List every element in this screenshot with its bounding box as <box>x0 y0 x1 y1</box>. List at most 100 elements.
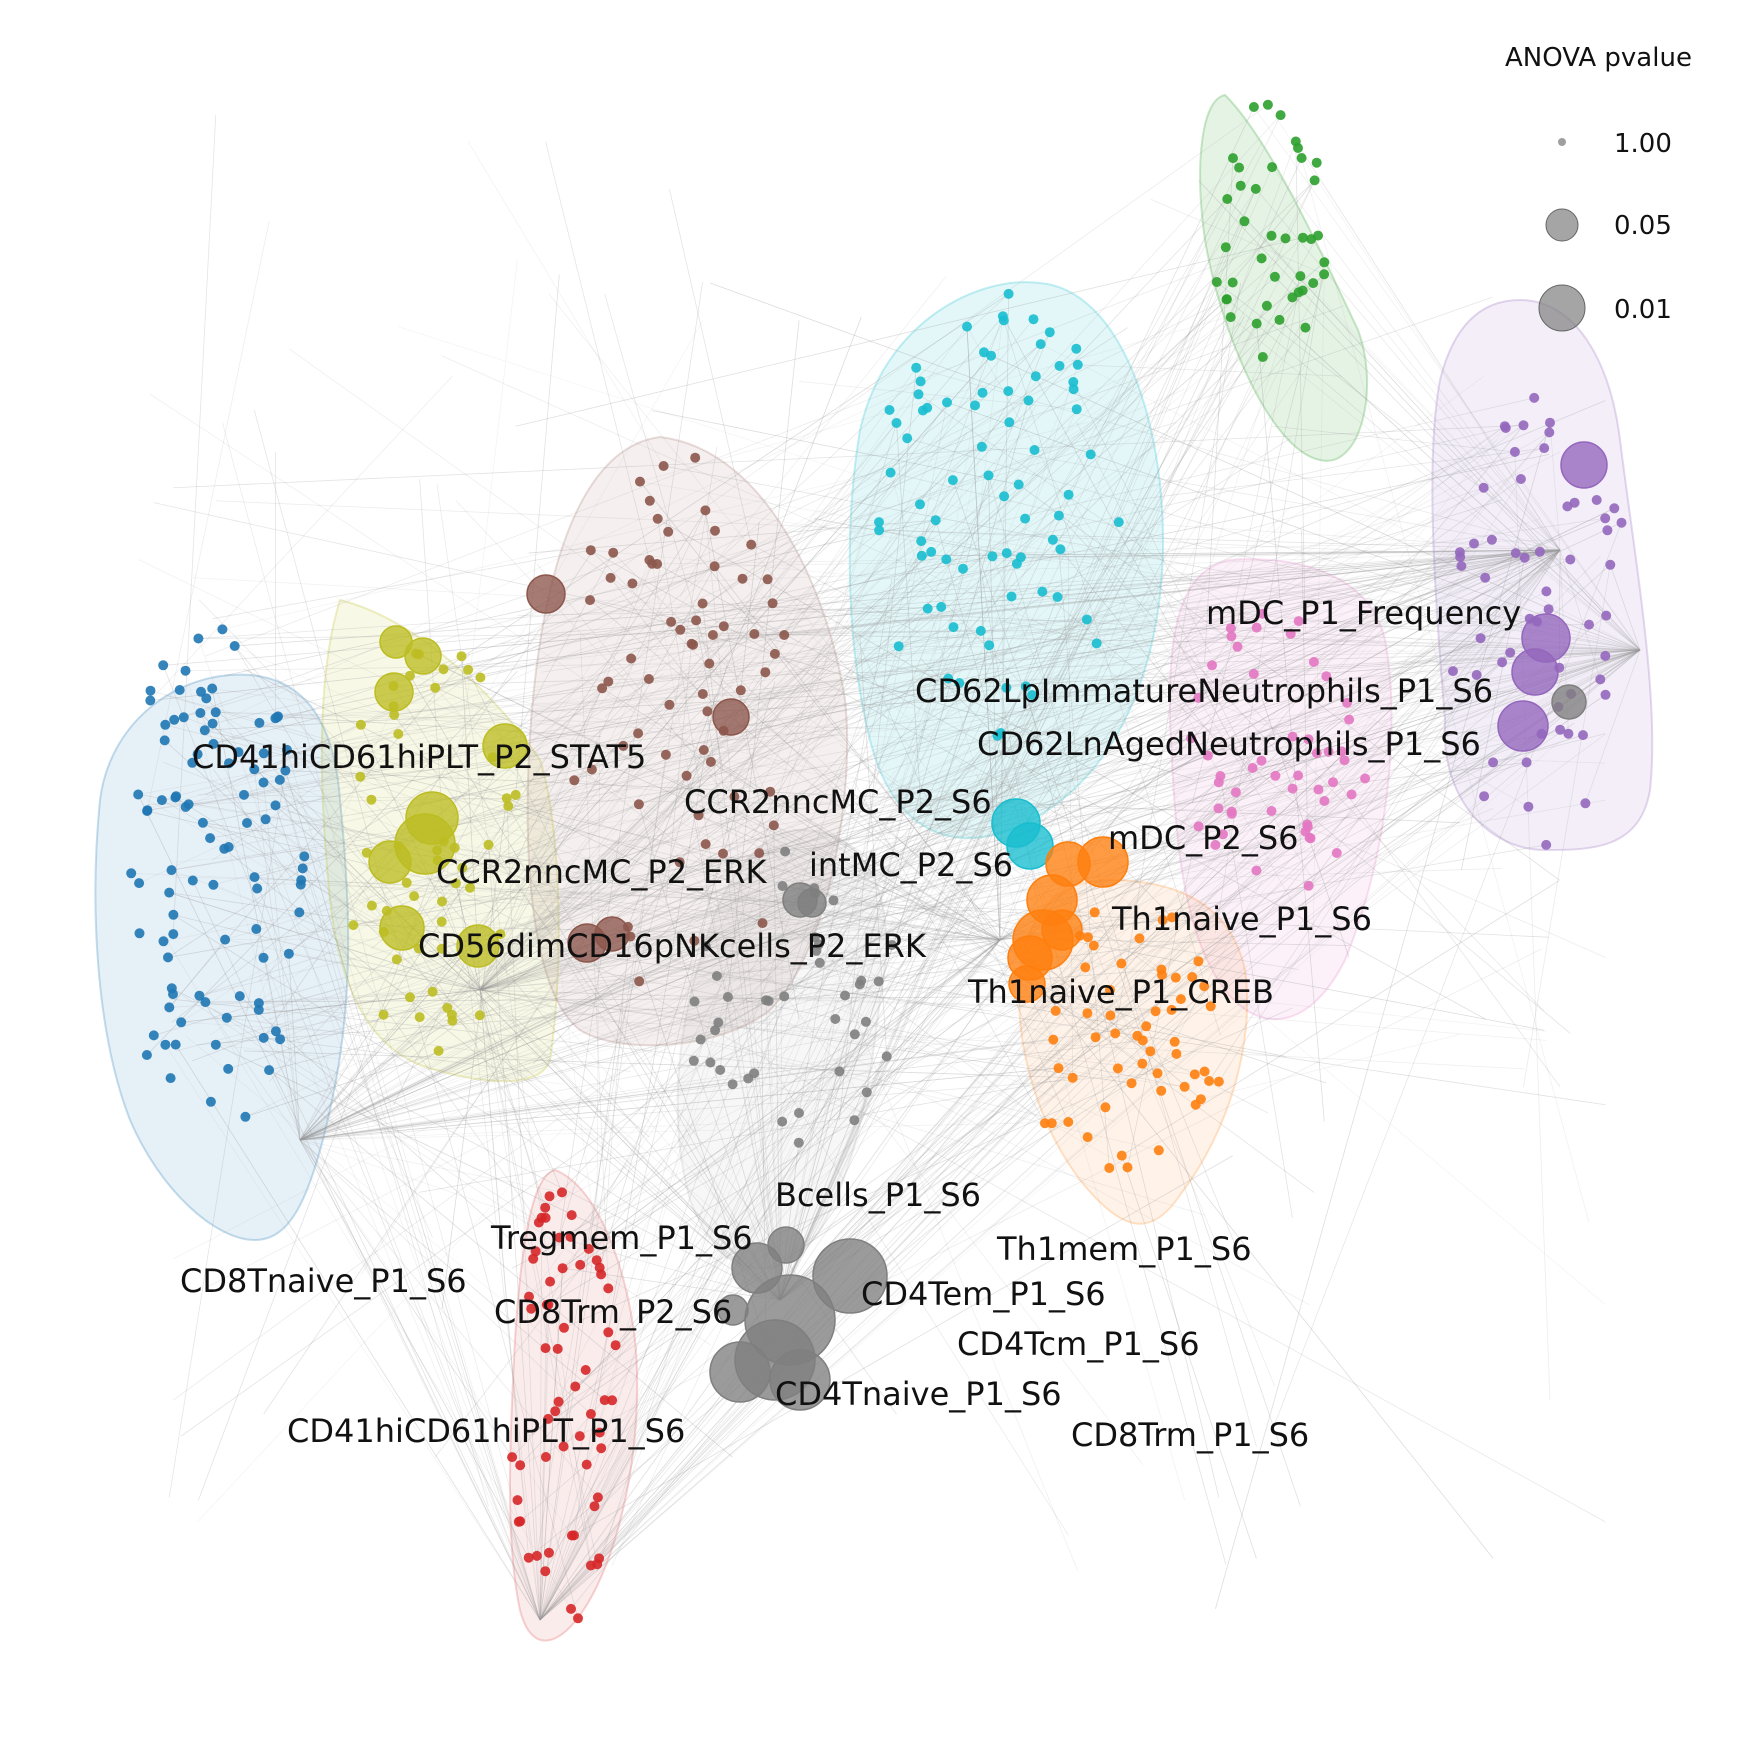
node-blue <box>211 707 221 717</box>
node-cyan <box>914 389 924 399</box>
node-pink <box>1267 806 1277 816</box>
label-cd62ln-aged-neutrophils: CD62LnAgedNeutrophils_P1_S6 <box>977 725 1481 763</box>
legend-label-1: 1.00 <box>1614 129 1672 159</box>
node-olive <box>434 1046 444 1056</box>
node-orange <box>1141 1021 1151 1031</box>
node-green <box>1234 163 1244 173</box>
node-blue <box>146 686 156 696</box>
node-blue <box>179 712 189 722</box>
node-cyan <box>885 405 895 415</box>
node-olive <box>437 897 447 907</box>
node-olive <box>379 1010 389 1020</box>
node-green <box>1267 162 1277 172</box>
node-green <box>1221 242 1231 252</box>
node-blue <box>157 795 167 805</box>
node-olive <box>405 992 415 1002</box>
node-purple <box>1602 525 1612 535</box>
node-brown <box>606 573 616 583</box>
node-blue <box>296 880 306 890</box>
node-gray <box>713 1018 723 1028</box>
node-olive <box>475 673 485 683</box>
node-orange <box>1113 1063 1123 1073</box>
node-green <box>1319 269 1329 279</box>
node-blue <box>195 708 205 718</box>
node-blue <box>142 805 152 815</box>
node-red <box>586 1561 596 1571</box>
node-brown <box>779 630 789 640</box>
node-pink <box>1303 822 1313 832</box>
node-orange <box>1063 1117 1073 1127</box>
node-green <box>1306 234 1316 244</box>
label-th1mem-p1-s6: Th1mem_P1_S6 <box>996 1230 1252 1268</box>
legend-label-3: 0.01 <box>1614 295 1672 325</box>
node-purple <box>1505 648 1515 658</box>
node-cyan <box>976 626 986 636</box>
node-green <box>1212 277 1222 287</box>
node-brown <box>698 599 708 609</box>
node-orange <box>1200 1067 1210 1077</box>
node-cyan <box>926 547 936 557</box>
node-green <box>1310 175 1320 185</box>
node-blue <box>133 790 143 800</box>
node-pink <box>1319 796 1329 806</box>
node-brown <box>699 745 709 755</box>
label-cd4tcm-p1-s6: CD4Tcm_P1_S6 <box>957 1325 1200 1363</box>
label-cd8trm-p2-s6: CD8Trm_P2_S6 <box>494 1293 732 1331</box>
node-olive <box>430 683 440 693</box>
node-green <box>1252 319 1262 329</box>
node-brown <box>653 514 663 524</box>
node-significant-gray <box>1552 685 1586 719</box>
node-purple <box>1535 547 1545 557</box>
node-red <box>596 1269 606 1279</box>
label-cd56dim-nk-p2-erk: CD56dimCD16pNKcells_P2_ERK <box>418 927 927 965</box>
node-brown <box>603 677 613 687</box>
node-olive <box>457 651 467 661</box>
node-purple <box>1584 620 1594 630</box>
node-purple <box>1488 757 1498 767</box>
node-brown <box>768 598 778 608</box>
node-blue <box>259 1033 269 1043</box>
node-purple <box>1510 447 1520 457</box>
node-green <box>1319 257 1329 267</box>
node-olive <box>348 920 358 930</box>
node-orange <box>1083 932 1093 942</box>
node-gray <box>715 1065 725 1075</box>
node-purple <box>1455 552 1465 562</box>
node-brown <box>749 629 759 639</box>
node-cyan <box>918 406 928 416</box>
node-cyan <box>892 418 902 428</box>
node-olive <box>463 665 473 675</box>
node-olive <box>392 954 402 964</box>
node-pink <box>1360 774 1370 784</box>
node-blue <box>181 666 191 676</box>
label-tregmem-p1-s6: Tregmem_P1_S6 <box>490 1219 753 1257</box>
label-cd41hi-plt-p1-s6: CD41hiCD61hiPLT_P1_S6 <box>287 1412 685 1450</box>
node-cyan <box>984 640 994 650</box>
node-pink <box>1344 715 1354 725</box>
node-blue <box>235 991 245 1001</box>
node-purple <box>1600 651 1610 661</box>
node-purple <box>1476 633 1486 643</box>
edge-line <box>165 1045 540 1620</box>
node-gray <box>794 1108 804 1118</box>
node-green <box>1249 102 1259 112</box>
node-gray <box>840 991 850 1001</box>
node-purple <box>1600 513 1610 523</box>
node-blue <box>158 660 168 670</box>
node-brown <box>659 461 669 471</box>
node-cyan <box>1004 417 1014 427</box>
node-cyan <box>1014 480 1024 490</box>
node-brown <box>664 700 674 710</box>
node-blue <box>149 1030 159 1040</box>
node-cyan <box>998 311 1008 321</box>
node-pink <box>1231 787 1241 797</box>
node-orange <box>1090 907 1100 917</box>
node-gray <box>829 895 839 905</box>
node-cyan <box>1048 535 1058 545</box>
node-gray <box>779 991 789 1001</box>
node-red <box>515 1460 525 1470</box>
node-cyan <box>984 470 994 480</box>
node-purple <box>1592 495 1602 505</box>
node-green <box>1275 315 1285 325</box>
node-cyan <box>1064 490 1074 500</box>
